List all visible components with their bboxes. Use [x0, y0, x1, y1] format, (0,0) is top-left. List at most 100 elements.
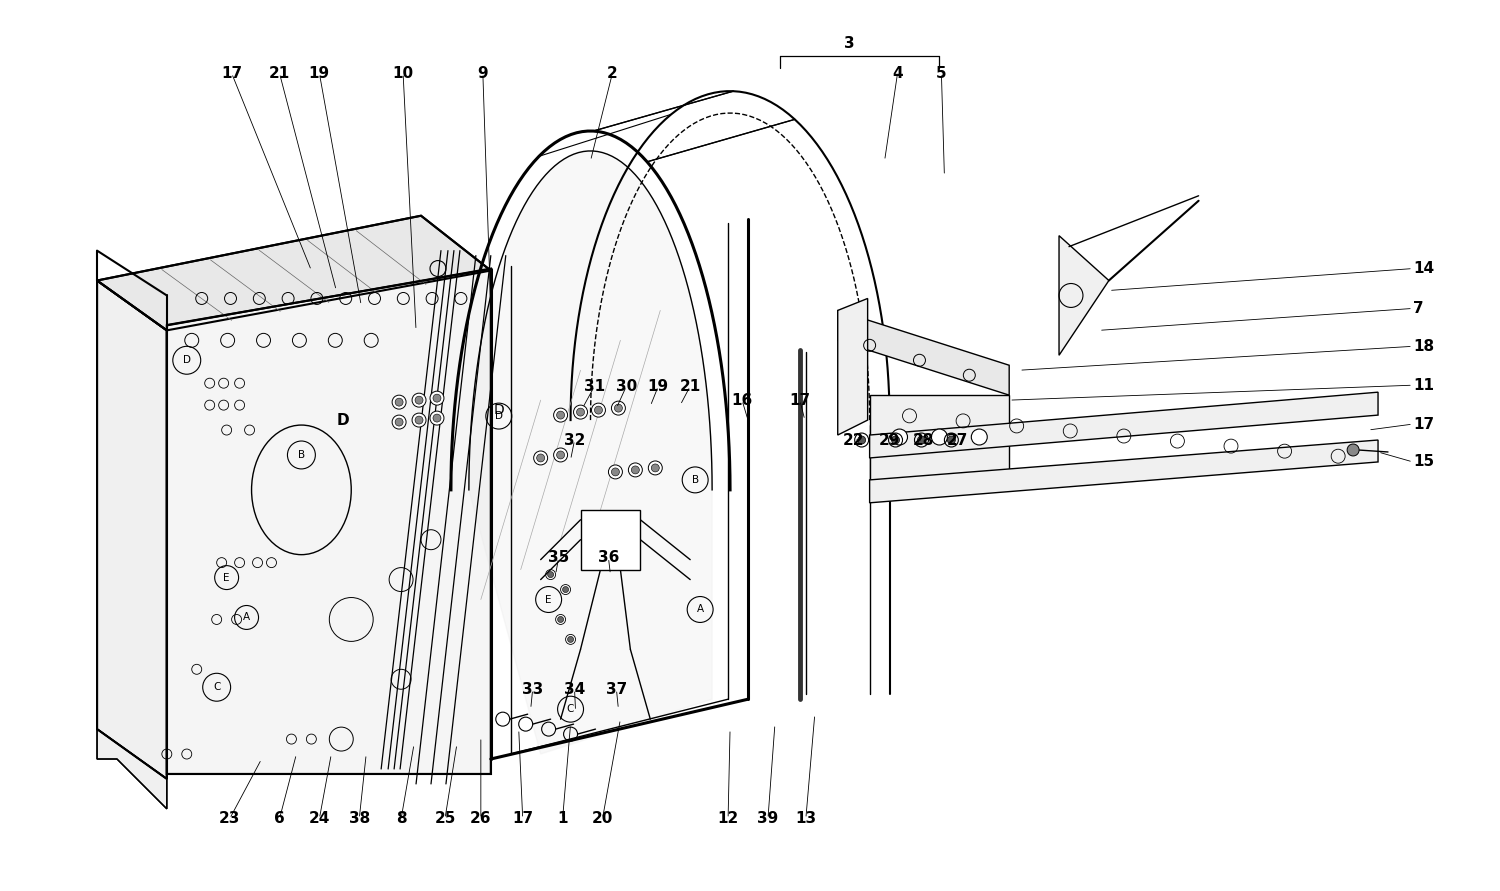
- Circle shape: [394, 418, 404, 426]
- Text: 25: 25: [435, 812, 456, 826]
- Circle shape: [554, 448, 567, 462]
- Polygon shape: [98, 281, 166, 779]
- Circle shape: [972, 429, 987, 445]
- Text: E: E: [224, 573, 230, 583]
- Text: 24: 24: [309, 812, 330, 826]
- Text: 19: 19: [309, 66, 330, 81]
- Circle shape: [392, 395, 406, 409]
- Text: 22: 22: [843, 432, 864, 447]
- Text: 33: 33: [522, 682, 543, 697]
- Circle shape: [548, 572, 554, 577]
- Text: C: C: [213, 683, 220, 692]
- Polygon shape: [870, 392, 1378, 458]
- Text: 29: 29: [879, 432, 900, 447]
- Text: D: D: [495, 411, 502, 421]
- Circle shape: [594, 406, 603, 414]
- Circle shape: [628, 463, 642, 477]
- Circle shape: [416, 416, 423, 424]
- Polygon shape: [98, 729, 166, 809]
- Text: 34: 34: [564, 682, 585, 697]
- Text: 28: 28: [914, 432, 934, 447]
- Text: 6: 6: [274, 812, 285, 826]
- Text: 1: 1: [558, 812, 568, 826]
- Circle shape: [573, 405, 588, 419]
- Circle shape: [948, 436, 956, 444]
- Polygon shape: [470, 151, 712, 754]
- Text: 21: 21: [680, 379, 700, 394]
- Circle shape: [430, 411, 444, 425]
- Text: 11: 11: [1413, 378, 1434, 393]
- Text: 35: 35: [548, 550, 568, 565]
- Text: D: D: [338, 413, 350, 428]
- Text: 16: 16: [732, 393, 753, 408]
- Text: 7: 7: [1413, 301, 1424, 316]
- Text: 37: 37: [606, 682, 627, 697]
- Circle shape: [615, 405, 622, 413]
- Text: 15: 15: [1413, 454, 1434, 470]
- Polygon shape: [870, 395, 1010, 480]
- Text: 39: 39: [758, 812, 778, 826]
- Circle shape: [416, 396, 423, 405]
- Circle shape: [651, 464, 660, 472]
- Circle shape: [591, 403, 606, 417]
- Text: 30: 30: [616, 379, 638, 394]
- Polygon shape: [837, 298, 867, 435]
- Text: 36: 36: [598, 550, 619, 565]
- Polygon shape: [870, 440, 1378, 503]
- Text: 4: 4: [892, 66, 903, 81]
- Text: 38: 38: [348, 812, 370, 826]
- Circle shape: [632, 466, 639, 474]
- Text: A: A: [243, 612, 250, 623]
- Text: 9: 9: [477, 66, 488, 81]
- Circle shape: [576, 408, 585, 416]
- Text: D: D: [183, 356, 190, 365]
- Text: 31: 31: [584, 379, 604, 394]
- Text: 23: 23: [219, 812, 240, 826]
- Circle shape: [567, 636, 573, 642]
- Polygon shape: [837, 310, 1010, 395]
- Circle shape: [556, 411, 564, 419]
- Circle shape: [394, 398, 404, 406]
- Text: 5: 5: [936, 66, 946, 81]
- Text: 20: 20: [592, 812, 613, 826]
- Text: 3: 3: [844, 36, 855, 51]
- Text: 10: 10: [393, 66, 414, 81]
- Text: 17: 17: [512, 812, 534, 826]
- Circle shape: [558, 617, 564, 623]
- Text: 12: 12: [717, 812, 738, 826]
- Circle shape: [932, 429, 948, 445]
- Circle shape: [392, 415, 406, 429]
- Circle shape: [537, 454, 544, 462]
- Text: 17: 17: [220, 66, 242, 81]
- Circle shape: [413, 393, 426, 407]
- Circle shape: [562, 586, 568, 593]
- Circle shape: [413, 413, 426, 427]
- Text: E: E: [546, 594, 552, 604]
- Circle shape: [891, 429, 908, 445]
- Text: 32: 32: [564, 432, 585, 447]
- Text: 18: 18: [1413, 339, 1434, 354]
- Polygon shape: [98, 216, 490, 331]
- Text: 2: 2: [608, 66, 618, 81]
- Polygon shape: [580, 510, 640, 569]
- Circle shape: [1347, 444, 1359, 456]
- Circle shape: [433, 394, 441, 402]
- Text: 8: 8: [396, 812, 406, 826]
- Text: 13: 13: [795, 812, 816, 826]
- Circle shape: [556, 451, 564, 459]
- Circle shape: [430, 391, 444, 405]
- Text: 27: 27: [946, 432, 968, 447]
- Circle shape: [612, 401, 626, 415]
- Circle shape: [612, 468, 620, 476]
- Circle shape: [534, 451, 548, 465]
- Text: 17: 17: [789, 393, 810, 408]
- Circle shape: [858, 436, 865, 444]
- Text: D: D: [494, 403, 504, 417]
- Circle shape: [433, 414, 441, 422]
- Text: B: B: [298, 450, 304, 460]
- Circle shape: [891, 436, 900, 444]
- Text: C: C: [567, 704, 574, 715]
- Text: B: B: [692, 475, 699, 485]
- Text: 26: 26: [470, 812, 492, 826]
- Polygon shape: [166, 268, 491, 774]
